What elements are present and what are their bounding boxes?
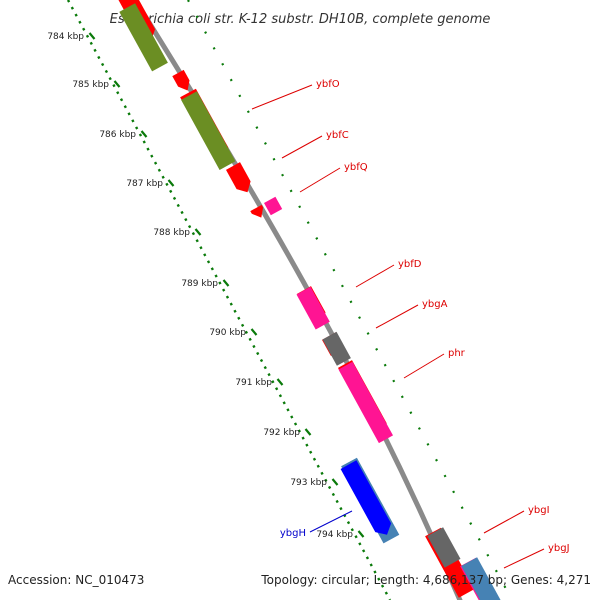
- gene-block: [119, 3, 168, 72]
- scale-tick: [331, 478, 339, 486]
- topology-text: Topology: circular; Length: 4,686,137 bp…: [261, 573, 591, 587]
- gene-block: [296, 286, 330, 330]
- gene-label: ybgA: [422, 299, 448, 310]
- gene-label: ybgH: [280, 528, 306, 539]
- gene-label-layer: ybfO ybfC ybfQ ybfD ybgA phr ybgH ybgI ybgJ: [251, 79, 570, 569]
- gene-label-leader: [251, 84, 313, 110]
- gene-label: phr: [448, 348, 466, 359]
- scale-tick-label: 784 kbp: [47, 32, 84, 42]
- scale-tick: [357, 530, 365, 538]
- gene-block: [427, 527, 461, 568]
- scale-tick-label: 790 kbp: [209, 328, 246, 338]
- gene-block: [250, 204, 264, 218]
- scale-tick: [222, 279, 230, 287]
- scale-tick-label: 787 kbp: [126, 179, 163, 189]
- gene-label: ybfO: [316, 79, 340, 90]
- feature-dotted-track: [187, 0, 513, 600]
- gene-label: ybfQ: [344, 162, 368, 173]
- gene-label-leader: [403, 353, 445, 379]
- gene-block: [340, 460, 392, 535]
- map-title: Escherichia coli str. K-12 substr. DH10B…: [110, 12, 491, 27]
- scale-tick: [88, 32, 96, 40]
- gene-label-leader: [375, 304, 419, 329]
- gene-label-leader: [503, 548, 545, 569]
- gene-label: ybgI: [528, 505, 550, 516]
- scale-tick: [140, 130, 148, 138]
- scale-tick: [167, 179, 175, 187]
- scale-dotted-track: [66, 0, 392, 600]
- scale-tick: [194, 228, 202, 236]
- gene-label: ybfC: [326, 130, 349, 141]
- gene-label-leader: [483, 510, 525, 534]
- gene-block: [181, 91, 236, 170]
- gene-label: ybgJ: [548, 543, 570, 554]
- gene-block: [461, 557, 501, 600]
- backbone-layer: [132, 0, 463, 600]
- scale-tick-label: 794 kbp: [316, 530, 353, 540]
- scale-tick-label: 785 kbp: [72, 80, 109, 90]
- gene-block: [226, 162, 251, 193]
- accession-text: Accession: NC_010473: [8, 573, 145, 587]
- scale-tick: [276, 378, 284, 386]
- gene-label: ybfD: [398, 259, 422, 270]
- scale-tick-label: 791 kbp: [235, 378, 272, 388]
- scale-tick-label: 788 kbp: [153, 228, 190, 238]
- gene-block: [322, 331, 351, 366]
- gene-label-leader: [309, 510, 353, 533]
- gene-label-leader: [281, 135, 323, 159]
- gene-label-leader: [355, 264, 395, 288]
- scale-tick: [250, 328, 258, 336]
- scale-tick-label: 789 kbp: [181, 279, 218, 289]
- gene-label-leader: [299, 167, 341, 193]
- scale-tick-label: 792 kbp: [263, 428, 300, 438]
- feature-layer: [118, 0, 501, 600]
- gene-block: [172, 69, 190, 91]
- scale-tick: [113, 80, 121, 88]
- dotted-track-layer: [66, 0, 513, 600]
- scale-tick-label: 786 kbp: [99, 130, 136, 140]
- scale-tick: [304, 428, 312, 436]
- scale-tick-label: 793 kbp: [290, 478, 327, 488]
- gene-block: [338, 361, 393, 444]
- scale-layer: 784 kbp 785 kbp 786 kbp 787 kbp 788 kbp 789 k…: [47, 32, 365, 540]
- genome-backbone: [132, 0, 463, 600]
- gene-block: [264, 196, 283, 216]
